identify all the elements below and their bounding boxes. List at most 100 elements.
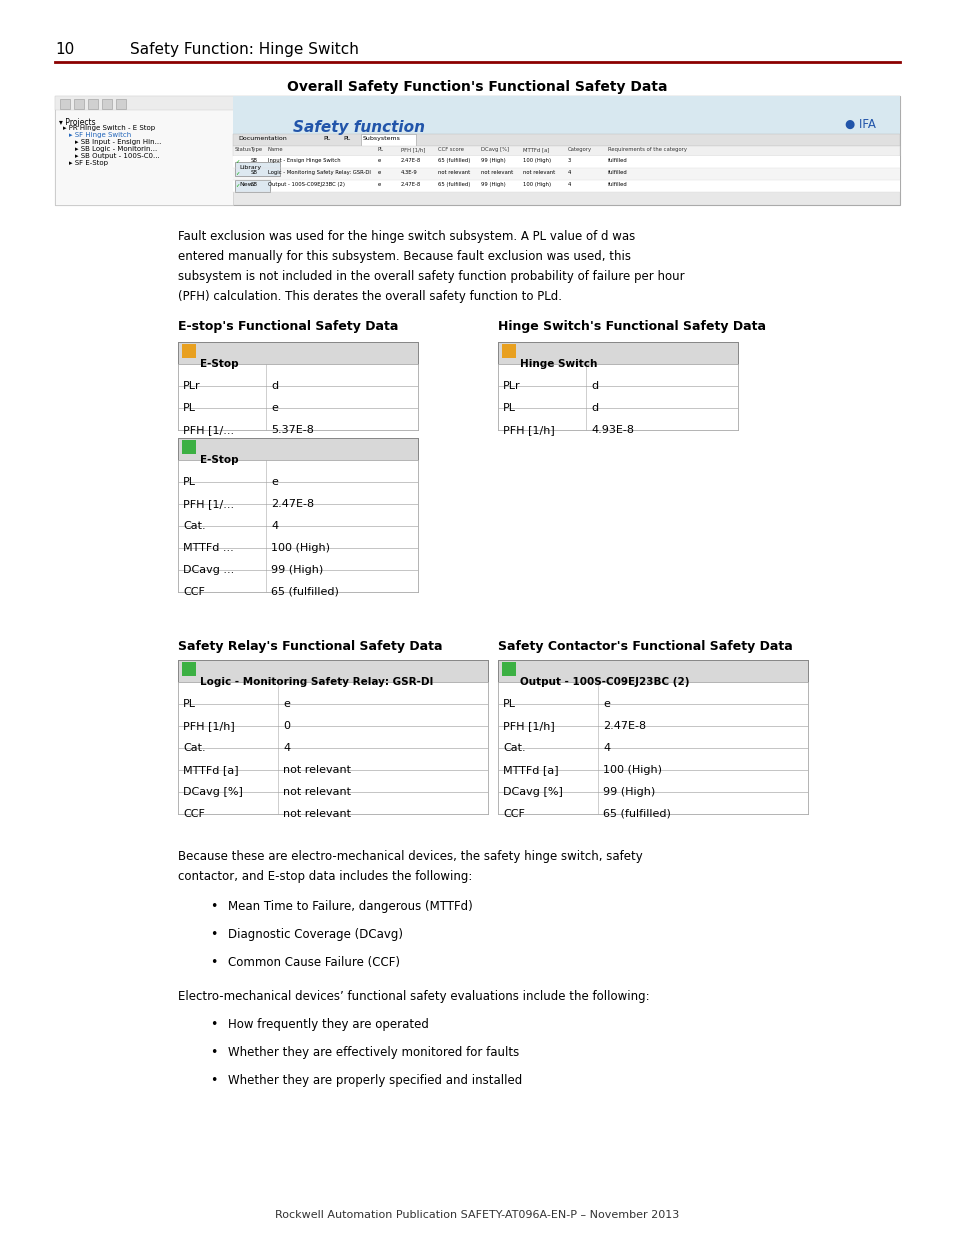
Text: Input - Ensign Hinge Switch: Input - Ensign Hinge Switch — [268, 158, 340, 163]
Bar — [178, 792, 488, 814]
Text: PLr: PLr — [502, 382, 520, 391]
Text: DCavg [%]: DCavg [%] — [183, 787, 243, 797]
Text: d: d — [590, 382, 598, 391]
Text: e: e — [377, 170, 381, 175]
Text: Whether they are effectively monitored for faults: Whether they are effectively monitored f… — [228, 1046, 518, 1058]
Text: ✓: ✓ — [234, 170, 239, 175]
Text: 100 (High): 100 (High) — [271, 543, 330, 553]
Text: fulfilled: fulfilled — [607, 170, 627, 175]
Text: CCF: CCF — [183, 809, 205, 819]
Bar — [178, 438, 417, 592]
Bar — [74, 99, 84, 109]
Text: Safety Function: Hinge Switch: Safety Function: Hinge Switch — [130, 42, 358, 57]
Text: not relevant: not relevant — [283, 787, 351, 797]
Text: Safety Relay's Functional Safety Data: Safety Relay's Functional Safety Data — [178, 640, 442, 653]
Text: 65 (fulfilled): 65 (fulfilled) — [271, 587, 338, 597]
Text: SB: SB — [251, 170, 257, 175]
Text: (PFH) calculation. This derates the overall safety function to PLd.: (PFH) calculation. This derates the over… — [178, 290, 561, 303]
Bar — [178, 726, 488, 748]
Text: Because these are electro-mechanical devices, the safety hinge switch, safety: Because these are electro-mechanical dev… — [178, 850, 642, 863]
Text: Status: Status — [234, 147, 252, 152]
Text: 4.3E-9: 4.3E-9 — [400, 170, 417, 175]
Text: 65 (fulfilled): 65 (fulfilled) — [602, 809, 670, 819]
Bar — [497, 682, 807, 704]
Text: E-Stop: E-Stop — [200, 454, 238, 466]
Text: PL: PL — [502, 403, 516, 412]
Text: Diagnostic Coverage (DCavg): Diagnostic Coverage (DCavg) — [228, 927, 402, 941]
Text: Safety function: Safety function — [293, 120, 424, 135]
Bar — [178, 704, 488, 726]
Bar — [233, 146, 899, 156]
Text: E-Stop: E-Stop — [200, 359, 238, 369]
Text: Rockwell Automation Publication SAFETY-AT096A-EN-P – November 2013: Rockwell Automation Publication SAFETY-A… — [274, 1210, 679, 1220]
Text: Category: Category — [567, 147, 592, 152]
Text: Documentation: Documentation — [237, 136, 287, 141]
Text: DCavg ...: DCavg ... — [183, 564, 234, 576]
Bar — [501, 662, 516, 676]
Text: 4: 4 — [283, 743, 290, 753]
Text: ▸ PR Hinge Switch - E Stop: ▸ PR Hinge Switch - E Stop — [63, 125, 155, 131]
Text: •: • — [210, 1018, 217, 1031]
Text: 4: 4 — [567, 182, 571, 186]
Text: 2.47E-8: 2.47E-8 — [400, 158, 421, 163]
Bar — [88, 99, 98, 109]
Bar — [497, 342, 738, 430]
Text: MTTFd ...: MTTFd ... — [183, 543, 233, 553]
Bar — [497, 342, 738, 364]
Text: 99 (High): 99 (High) — [480, 158, 505, 163]
Text: •: • — [210, 927, 217, 941]
Bar — [234, 180, 270, 191]
Bar — [233, 96, 899, 135]
Bar — [360, 135, 416, 146]
Text: Whether they are properly specified and installed: Whether they are properly specified and … — [228, 1074, 521, 1087]
Text: Output - 100S-C09EJ23BC (2): Output - 100S-C09EJ23BC (2) — [519, 677, 689, 687]
Text: ✓: ✓ — [234, 158, 239, 163]
Text: d: d — [590, 403, 598, 412]
Text: ▸ SF Hinge Switch: ▸ SF Hinge Switch — [69, 132, 132, 138]
Text: ▸ SF E-Stop: ▸ SF E-Stop — [69, 161, 108, 165]
Text: PL: PL — [183, 699, 195, 709]
Text: Fault exclusion was used for the hinge switch subsystem. A PL value of d was: Fault exclusion was used for the hinge s… — [178, 230, 635, 243]
Text: Electro-mechanical devices’ functional safety evaluations include the following:: Electro-mechanical devices’ functional s… — [178, 990, 649, 1003]
Text: MTTFd [a]: MTTFd [a] — [522, 147, 549, 152]
Text: e: e — [377, 182, 381, 186]
Bar — [178, 504, 417, 526]
Text: DCavg [%]: DCavg [%] — [480, 147, 509, 152]
Text: Overall Safety Function's Functional Safety Data: Overall Safety Function's Functional Saf… — [287, 80, 666, 94]
Text: Requirements of the category: Requirements of the category — [607, 147, 686, 152]
Text: contactor, and E-stop data includes the following:: contactor, and E-stop data includes the … — [178, 869, 472, 883]
Text: ▸ SB Input - Ensign Hin...: ▸ SB Input - Ensign Hin... — [75, 140, 161, 144]
Bar — [497, 387, 738, 408]
Text: Type: Type — [251, 147, 263, 152]
Text: 99 (High): 99 (High) — [480, 182, 505, 186]
Text: Common Cause Failure (CCF): Common Cause Failure (CCF) — [228, 956, 399, 969]
Text: •: • — [210, 956, 217, 969]
Text: 100 (High): 100 (High) — [522, 182, 551, 186]
Bar — [55, 96, 233, 205]
Bar — [178, 364, 417, 387]
Text: e: e — [602, 699, 609, 709]
Text: PFH [1/h]: PFH [1/h] — [183, 721, 234, 731]
Bar — [178, 682, 488, 704]
Text: MTTFd [a]: MTTFd [a] — [502, 764, 558, 776]
Text: e: e — [271, 403, 277, 412]
Text: 99 (High): 99 (High) — [271, 564, 323, 576]
Bar — [497, 726, 807, 748]
Text: ● IFA: ● IFA — [844, 119, 875, 131]
Bar — [60, 99, 70, 109]
Text: 65 (fulfilled): 65 (fulfilled) — [437, 158, 470, 163]
Bar — [501, 345, 516, 358]
Bar — [829, 100, 894, 132]
Text: fulfilled: fulfilled — [607, 158, 627, 163]
Text: Safety Contactor's Functional Safety Data: Safety Contactor's Functional Safety Dat… — [497, 640, 792, 653]
Bar — [55, 96, 899, 110]
Bar — [116, 99, 126, 109]
Text: Cat.: Cat. — [183, 521, 206, 531]
Text: e: e — [377, 158, 381, 163]
Text: E-stop's Functional Safety Data: E-stop's Functional Safety Data — [178, 320, 398, 333]
Text: PFH [1/h]: PFH [1/h] — [502, 425, 554, 435]
Text: SB: SB — [251, 158, 257, 163]
Text: not relevant: not relevant — [283, 764, 351, 776]
Bar — [233, 135, 899, 146]
Text: e: e — [271, 477, 277, 487]
